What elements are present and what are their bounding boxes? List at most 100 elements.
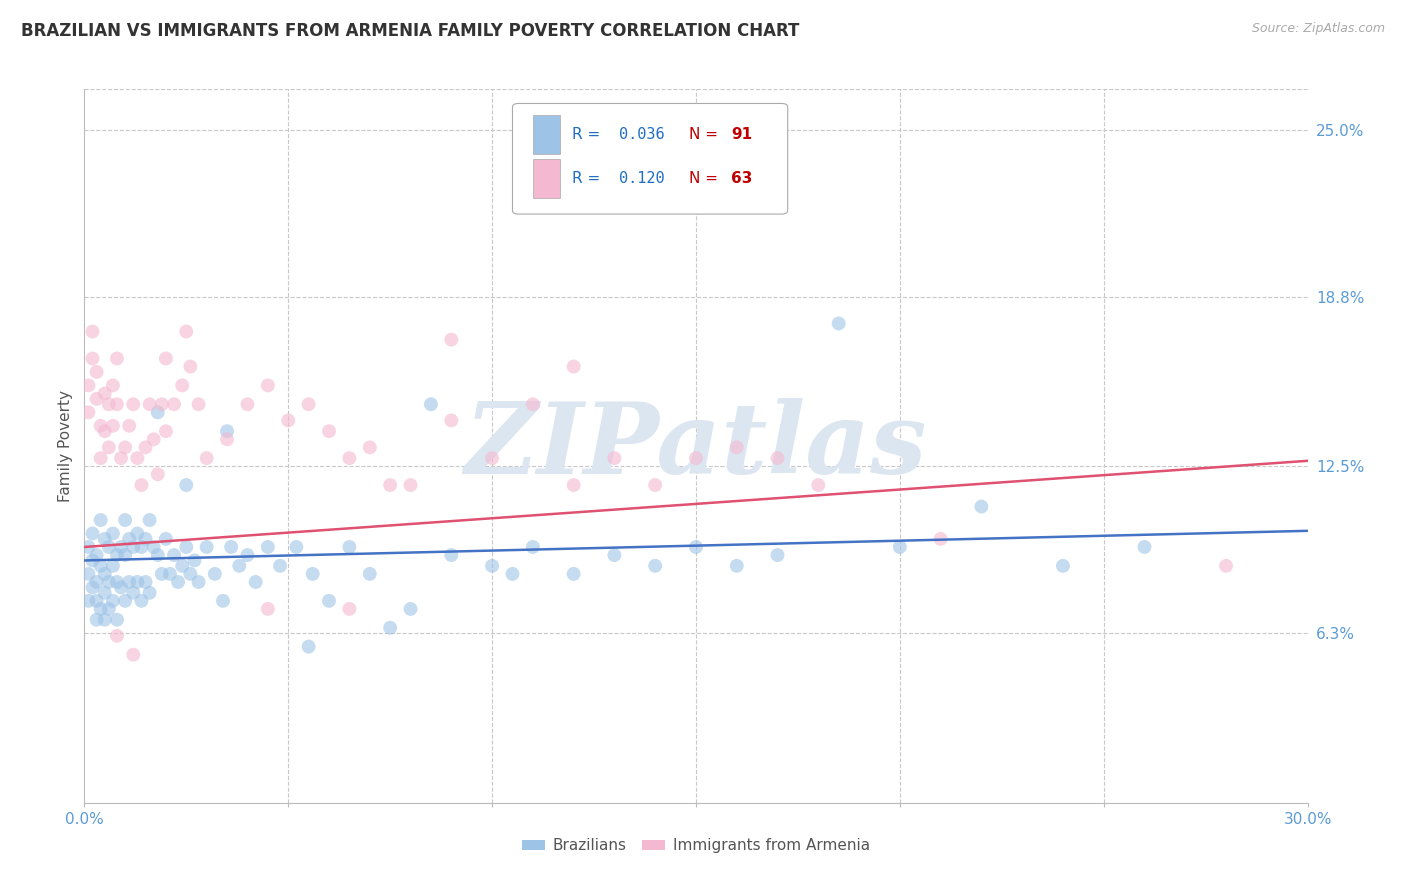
Text: 0.120: 0.120: [619, 171, 665, 186]
Point: [110, 580, 132, 594]
Point: [90, 558, 112, 573]
Point: [301, 566, 323, 581]
Point: [195, 451, 218, 466]
Point: [440, 413, 463, 427]
Point: [522, 540, 544, 554]
Point: [172, 558, 194, 573]
Point: [236, 397, 259, 411]
Point: [127, 451, 149, 466]
Point: [183, 553, 205, 567]
Point: [420, 397, 443, 411]
Point: [122, 648, 145, 662]
Point: [440, 548, 463, 562]
Point: [339, 451, 361, 466]
Point: [82, 580, 104, 594]
Point: [101, 594, 124, 608]
Point: [889, 540, 911, 554]
Point: [380, 621, 402, 635]
Point: [86, 392, 108, 406]
Point: [90, 418, 112, 433]
Point: [93, 424, 115, 438]
Point: [277, 413, 299, 427]
Point: [90, 513, 112, 527]
Point: [105, 574, 128, 589]
Point: [146, 548, 169, 562]
Point: [127, 574, 149, 589]
Point: [380, 478, 402, 492]
Point: [93, 532, 115, 546]
Point: [522, 397, 544, 411]
Point: [318, 594, 340, 608]
Point: [236, 548, 259, 562]
Point: [828, 317, 851, 331]
Point: [562, 478, 585, 492]
Point: [86, 613, 108, 627]
Point: [114, 513, 136, 527]
Point: [155, 351, 177, 366]
Point: [101, 418, 124, 433]
Point: [138, 586, 160, 600]
Point: [269, 558, 291, 573]
Point: [97, 540, 120, 554]
Point: [298, 640, 321, 654]
Point: [86, 574, 108, 589]
Point: [725, 441, 748, 455]
Legend: Brazilians, Immigrants from Armenia: Brazilians, Immigrants from Armenia: [516, 832, 876, 859]
Point: [179, 566, 201, 581]
Point: [212, 594, 235, 608]
FancyBboxPatch shape: [533, 159, 560, 198]
Point: [174, 325, 197, 339]
Point: [187, 574, 209, 589]
Point: [97, 574, 120, 589]
Point: [502, 566, 524, 581]
Text: 63: 63: [731, 171, 752, 186]
Point: [131, 594, 153, 608]
Point: [155, 532, 177, 546]
Point: [146, 467, 169, 482]
Point: [228, 558, 250, 573]
Point: [122, 397, 145, 411]
Point: [257, 540, 280, 554]
Point: [93, 386, 115, 401]
Point: [257, 378, 280, 392]
Point: [131, 478, 153, 492]
Point: [77, 405, 100, 419]
Point: [359, 566, 381, 581]
Text: BRAZILIAN VS IMMIGRANTS FROM ARMENIA FAMILY POVERTY CORRELATION CHART: BRAZILIAN VS IMMIGRANTS FROM ARMENIA FAM…: [21, 22, 800, 40]
FancyBboxPatch shape: [533, 114, 560, 153]
Point: [318, 424, 340, 438]
Point: [97, 602, 120, 616]
Point: [1215, 558, 1237, 573]
Point: [77, 594, 100, 608]
Point: [101, 378, 124, 392]
Point: [110, 451, 132, 466]
Point: [245, 574, 267, 589]
Point: [440, 333, 463, 347]
Point: [142, 432, 165, 446]
Point: [82, 526, 104, 541]
Point: [127, 526, 149, 541]
Point: [138, 513, 160, 527]
Point: [359, 441, 381, 455]
Point: [118, 532, 141, 546]
Point: [167, 574, 190, 589]
Point: [86, 548, 108, 562]
Point: [114, 594, 136, 608]
Text: N =: N =: [689, 127, 723, 142]
Point: [685, 451, 707, 466]
Point: [174, 540, 197, 554]
Point: [644, 558, 666, 573]
Point: [644, 478, 666, 492]
Point: [118, 418, 141, 433]
Point: [135, 574, 157, 589]
Point: [285, 540, 308, 554]
Point: [970, 500, 993, 514]
Point: [219, 540, 242, 554]
Point: [339, 540, 361, 554]
Point: [77, 566, 100, 581]
Point: [97, 441, 120, 455]
FancyBboxPatch shape: [513, 103, 787, 214]
Point: [97, 397, 120, 411]
Point: [101, 526, 124, 541]
Point: [105, 629, 128, 643]
